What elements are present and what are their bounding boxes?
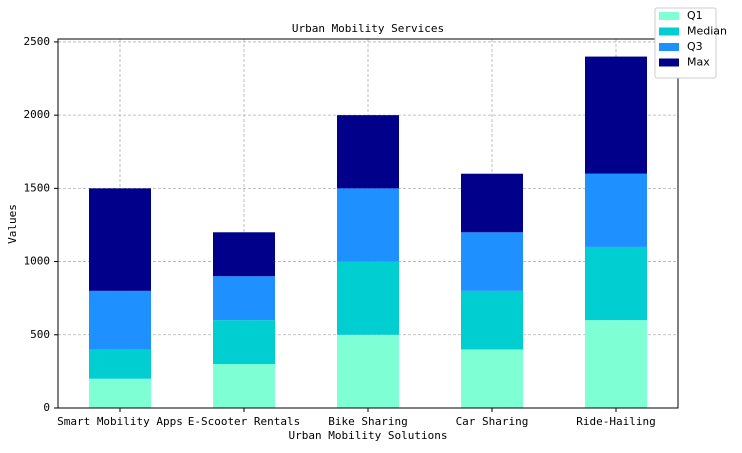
bar-segment	[213, 364, 275, 408]
chart-title: Urban Mobility Services	[292, 22, 444, 35]
plot-frame	[57, 38, 679, 409]
x-tick-label: Bike Sharing	[328, 415, 407, 428]
y-tick-label: 0	[43, 401, 50, 414]
y-tick-label: 500	[30, 328, 50, 341]
bar-segment	[337, 334, 399, 408]
legend-label: Median	[687, 25, 727, 38]
bar-segment	[337, 188, 399, 262]
bar-segment	[89, 290, 151, 350]
x-tick-label: Ride-Hailing	[576, 415, 655, 428]
bar-segment	[337, 115, 399, 189]
legend-swatch	[659, 27, 679, 36]
bar-segment	[213, 232, 275, 277]
x-axis-label: Urban Mobility Solutions	[289, 429, 448, 442]
bar-segment	[461, 232, 523, 291]
legend-label: Q1	[687, 9, 703, 22]
legend-label: Max	[687, 56, 710, 69]
y-tick-label: 2500	[24, 35, 51, 48]
y-axis-label: Values	[6, 204, 19, 244]
bar-segment	[585, 173, 647, 247]
legend-swatch	[659, 43, 679, 51]
bar-segment	[89, 349, 151, 379]
x-tick-label: E-Scooter Rentals	[188, 415, 301, 428]
legend-swatch	[659, 58, 679, 67]
bar-segment	[89, 188, 151, 291]
legend-label: Q3	[687, 40, 703, 53]
y-tick-label: 1000	[24, 255, 51, 268]
y-tick-label: 2000	[24, 108, 51, 121]
bar-segment	[337, 261, 399, 335]
bar-segment	[461, 349, 523, 408]
bar-segment	[213, 320, 275, 365]
y-tick-label: 1500	[24, 181, 51, 194]
bar-segment	[461, 290, 523, 350]
bar-segment	[585, 320, 647, 408]
bar-segment	[89, 378, 151, 408]
legend-swatch	[659, 12, 679, 20]
bar-segment	[213, 276, 275, 321]
bar-segment	[461, 173, 523, 233]
x-tick-label: Smart Mobility Apps	[57, 415, 183, 428]
bar-segment	[585, 246, 647, 321]
x-tick-label: Car Sharing	[456, 415, 529, 428]
bar-segment	[585, 56, 647, 174]
